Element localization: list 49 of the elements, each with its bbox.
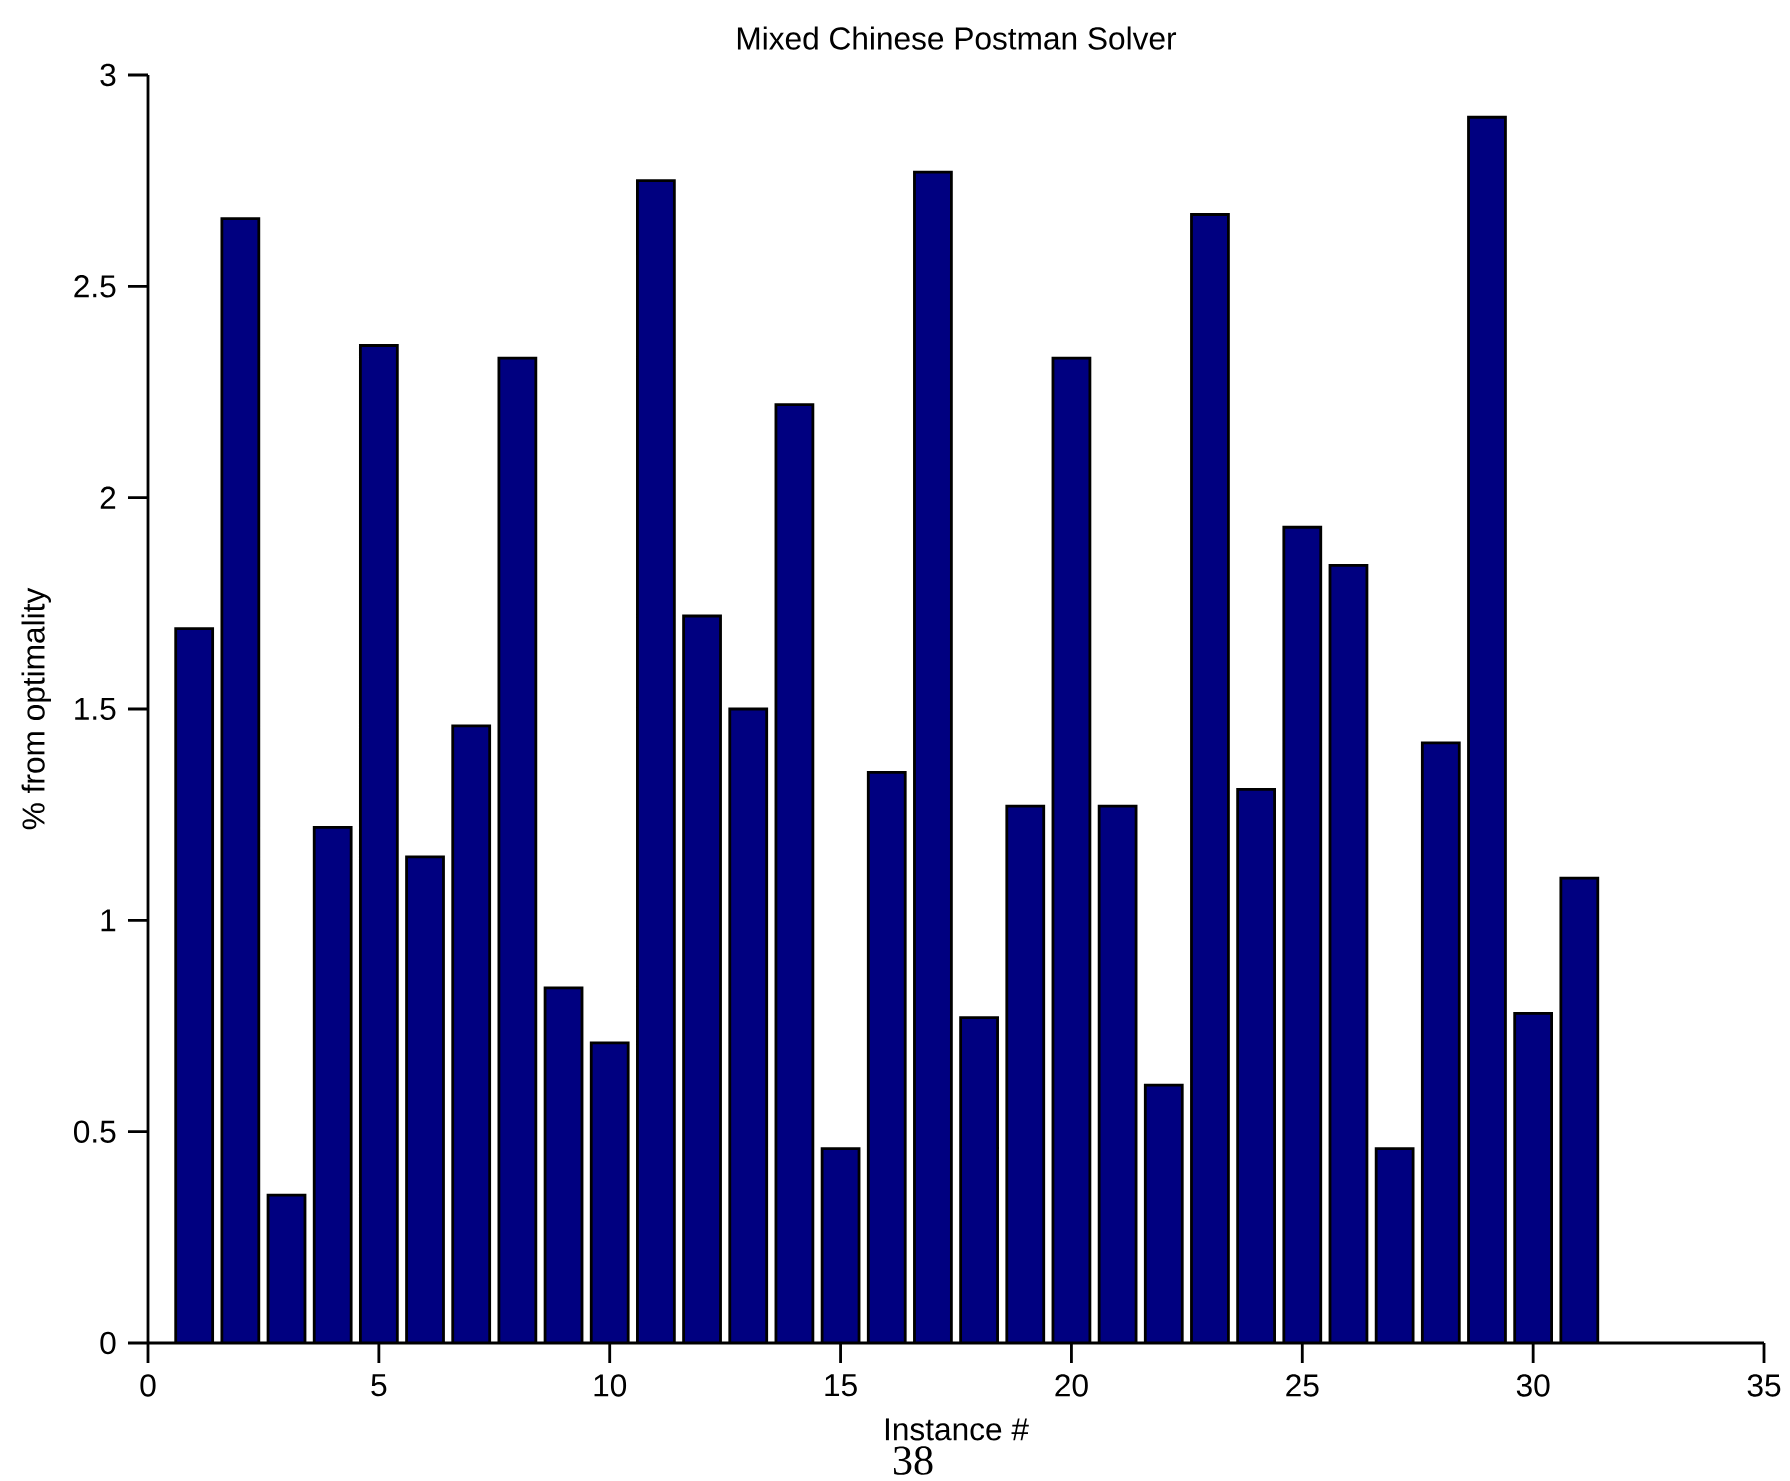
y-tick-label: 2	[100, 486, 116, 509]
bar	[1191, 214, 1229, 1343]
bar	[775, 404, 813, 1343]
bar	[868, 772, 906, 1343]
y-tick-label: 0	[100, 1331, 116, 1355]
bar	[1283, 527, 1321, 1343]
bar	[729, 709, 767, 1343]
y-tick-label: 1.5	[75, 697, 116, 721]
x-tick-label: 30	[1516, 1374, 1550, 1397]
chart-title: Mixed Chinese Postman Solver	[737, 26, 1177, 50]
bar	[175, 628, 213, 1343]
bar	[591, 1042, 629, 1343]
x-tick-label: 20	[1055, 1374, 1088, 1397]
bar	[960, 1017, 998, 1343]
bar	[1237, 789, 1275, 1343]
y-tick-label: 2.5	[74, 275, 116, 298]
bar	[498, 358, 536, 1343]
bar	[221, 218, 259, 1343]
bar	[683, 616, 721, 1343]
bar	[1376, 1148, 1414, 1343]
bar	[452, 725, 490, 1343]
y-tick-label: 1	[101, 909, 116, 932]
bar	[1006, 806, 1044, 1343]
bar	[1329, 565, 1367, 1343]
bar	[1052, 358, 1090, 1343]
x-tick-label: 15	[825, 1374, 857, 1397]
bar	[1514, 1013, 1552, 1343]
text: 38	[893, 1446, 933, 1475]
x-tick-label: 10	[594, 1374, 627, 1397]
bar	[1468, 117, 1506, 1343]
bar	[914, 172, 952, 1343]
bar	[314, 827, 352, 1343]
y-axis-title: % from optimality	[21, 587, 51, 830]
bar	[822, 1148, 860, 1343]
bar	[1145, 1085, 1183, 1343]
bar	[406, 856, 444, 1343]
x-tick-label: 35	[1747, 1374, 1781, 1397]
y-tick-label: 3	[100, 63, 116, 87]
x-tick-label: 25	[1286, 1374, 1319, 1397]
bar	[637, 180, 675, 1343]
bar	[1422, 742, 1460, 1343]
bar	[545, 987, 583, 1343]
bar	[1099, 806, 1137, 1343]
bar	[360, 345, 398, 1343]
x-tick-label: 0	[140, 1374, 156, 1397]
x-tick-label: 5	[371, 1374, 387, 1397]
y-tick-label: 0.5	[73, 1120, 116, 1143]
x-axis-title: Instance #	[885, 1418, 1029, 1441]
bar	[268, 1195, 305, 1343]
